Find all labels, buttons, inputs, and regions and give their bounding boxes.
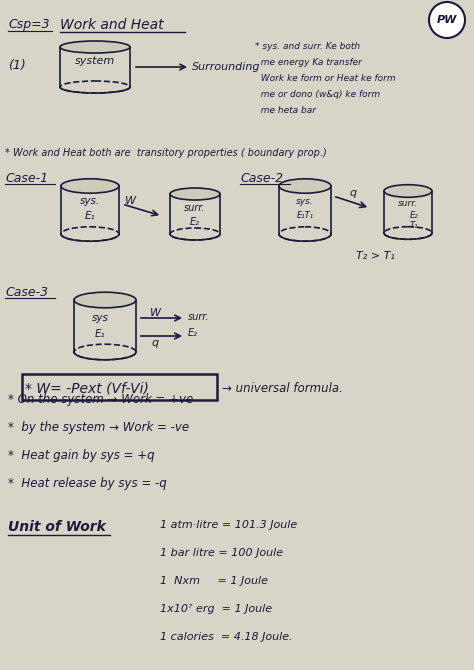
Text: (1): (1) <box>8 58 26 72</box>
Text: *  Heat release by sys = -q: * Heat release by sys = -q <box>8 478 167 490</box>
Text: 1 calories  = 4.18 Joule.: 1 calories = 4.18 Joule. <box>160 632 292 642</box>
Text: T₁: T₁ <box>410 222 419 230</box>
Text: Csp=3: Csp=3 <box>8 18 50 31</box>
Text: sys: sys <box>91 313 109 323</box>
Text: → universal formula.: → universal formula. <box>222 381 343 395</box>
Bar <box>22 374 217 400</box>
Text: W: W <box>149 308 161 318</box>
Text: 1 atm·litre = 101.3 Joule: 1 atm·litre = 101.3 Joule <box>160 520 297 530</box>
Ellipse shape <box>61 179 119 193</box>
Text: Surrounding: Surrounding <box>192 62 261 72</box>
Ellipse shape <box>74 292 136 308</box>
Text: W: W <box>125 196 136 206</box>
Text: T₂ > T₁: T₂ > T₁ <box>356 251 394 261</box>
Text: * sys. and surr. Ke both: * sys. and surr. Ke both <box>255 42 360 51</box>
Text: Case-1: Case-1 <box>5 172 48 185</box>
Text: E₂: E₂ <box>188 328 198 338</box>
Text: 1  Nxm     = 1 Joule: 1 Nxm = 1 Joule <box>160 576 268 586</box>
Text: 1x10⁷ erg  = 1 Joule: 1x10⁷ erg = 1 Joule <box>160 604 272 614</box>
Text: * Work and Heat both are  transitory properties ( boundary prop.): * Work and Heat both are transitory prop… <box>5 148 327 158</box>
Text: system: system <box>75 56 115 66</box>
Text: E₁: E₁ <box>85 211 95 221</box>
Ellipse shape <box>279 179 331 193</box>
Text: * On the system → Work = +ve: * On the system → Work = +ve <box>8 393 193 407</box>
Text: *  by the system → Work = -ve: * by the system → Work = -ve <box>8 421 189 435</box>
Text: E₁: E₁ <box>95 329 105 339</box>
Text: Unit of Work: Unit of Work <box>8 520 106 534</box>
Text: *  Heat gain by sys = +q: * Heat gain by sys = +q <box>8 450 155 462</box>
Text: E₂: E₂ <box>190 217 200 227</box>
Ellipse shape <box>60 41 130 53</box>
Ellipse shape <box>170 188 220 200</box>
Text: Case-2: Case-2 <box>240 172 283 185</box>
Text: Work and Heat: Work and Heat <box>60 18 164 32</box>
Text: surr.: surr. <box>398 200 418 208</box>
Text: me energy Ka transfer: me energy Ka transfer <box>255 58 362 67</box>
Text: q: q <box>151 338 159 348</box>
Text: Case-3: Case-3 <box>5 286 48 299</box>
Text: 1 bar litre = 100 Joule: 1 bar litre = 100 Joule <box>160 548 283 558</box>
Text: * W= -Pext (Vf-Vi): * W= -Pext (Vf-Vi) <box>25 381 149 395</box>
Text: q: q <box>349 188 356 198</box>
Text: sys.: sys. <box>296 196 314 206</box>
Text: Work ke form or Heat ke form: Work ke form or Heat ke form <box>255 74 396 83</box>
Text: E₁T₁: E₁T₁ <box>296 212 314 220</box>
Text: surr.: surr. <box>188 312 210 322</box>
Text: E₂: E₂ <box>410 212 419 220</box>
Text: surr.: surr. <box>184 203 206 213</box>
Circle shape <box>429 2 465 38</box>
Ellipse shape <box>384 185 432 197</box>
Text: sys.: sys. <box>80 196 100 206</box>
Text: me or dono (w&q) ke form: me or dono (w&q) ke form <box>255 90 380 99</box>
Text: me heta bar: me heta bar <box>255 106 316 115</box>
Text: PW: PW <box>437 15 457 25</box>
